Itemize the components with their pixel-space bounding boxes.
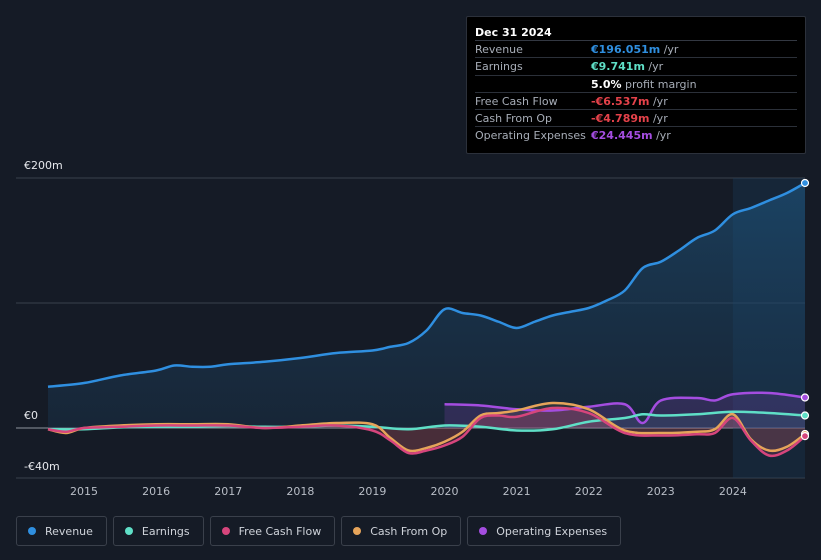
x-tick-label: 2017	[214, 485, 242, 498]
series-lines	[47, 181, 806, 458]
free-cash-flow-line[interactable]	[47, 406, 806, 458]
legend-dot-icon	[124, 527, 133, 535]
legend: Revenue Earnings Free Cash Flow Cash Fro…	[16, 516, 622, 546]
x-tick-label: 2023	[647, 485, 675, 498]
y-axis-labels: €200m €0 -€40m	[24, 159, 63, 473]
legend-item-operating-expenses[interactable]: Operating Expenses	[467, 516, 622, 546]
x-tick-label: 2016	[142, 485, 170, 498]
tooltip-label: Cash From Op	[475, 112, 553, 126]
tooltip-date: Dec 31 2024	[475, 24, 797, 41]
y-tick-label: -€40m	[24, 460, 60, 473]
x-axis-labels: 2015 2016 2017 2018 2019 2020 2021 2022 2023 2024	[70, 485, 747, 498]
free-cash-flow-end-point	[800, 432, 810, 441]
legend-item-revenue[interactable]: Revenue	[16, 516, 107, 546]
operating-expenses-end-point	[800, 393, 810, 402]
x-tick-label: 2022	[575, 485, 603, 498]
y-tick-label: €0	[24, 409, 38, 422]
legend-item-cash-from-op[interactable]: Cash From Op	[341, 516, 462, 546]
legend-item-earnings[interactable]: Earnings	[112, 516, 204, 546]
tooltip-row-operating-expenses: Operating Expenses €24.445m /yr	[475, 127, 797, 144]
tooltip-row-cash-from-op: Cash From Op -€4.789m /yr	[475, 110, 797, 128]
revenue-area	[48, 183, 805, 428]
tooltip-label: Revenue	[475, 43, 523, 56]
legend-dot-icon	[479, 527, 488, 535]
tooltip-row-revenue: Revenue €196.051m /yr	[475, 41, 797, 59]
revenue-end-point	[800, 178, 810, 188]
free-cash-flow-area	[48, 407, 805, 456]
y-tick-label: €200m	[24, 159, 63, 172]
tooltip-value: €24.445m /yr	[591, 129, 671, 143]
x-tick-label: 2015	[70, 485, 98, 498]
tooltip-label: Earnings	[475, 60, 523, 74]
x-tick-label: 2019	[358, 485, 386, 498]
tooltip-label: Free Cash Flow	[475, 94, 558, 108]
revenue-line[interactable]	[47, 181, 806, 388]
legend-item-free-cash-flow[interactable]: Free Cash Flow	[209, 516, 336, 546]
tooltip-value: 5.0% profit margin	[591, 77, 697, 91]
tooltip-row-earnings: Earnings €9.741m /yr	[475, 58, 797, 76]
cash-from-op-line[interactable]	[47, 401, 806, 453]
x-tick-label: 2018	[286, 485, 314, 498]
end-markers	[800, 178, 810, 441]
tooltip-value: -€6.537m /yr	[591, 94, 668, 108]
x-tick-label: 2020	[431, 485, 459, 498]
earnings-line[interactable]	[47, 410, 806, 432]
tooltip-value: €196.051m /yr	[591, 43, 679, 56]
legend-dot-icon	[28, 527, 36, 535]
legend-dot-icon	[221, 527, 230, 535]
tooltip-value: -€4.789m /yr	[591, 112, 668, 126]
tooltip-row-profit-margin: 5.0% profit margin	[475, 76, 797, 93]
x-tick-label: 2021	[503, 485, 531, 498]
earnings-end-point	[800, 411, 810, 420]
tooltip-row-free-cash-flow: Free Cash Flow -€6.537m /yr	[475, 93, 797, 111]
tooltip-value: €9.741m /yr	[591, 60, 664, 74]
tooltip-label: Operating Expenses	[475, 129, 586, 143]
financials-chart[interactable]: €200m €0 -€40m 2015 2016 2017 2018 2019 2020 202…	[0, 0, 821, 510]
tooltip-panel: Dec 31 2024 Revenue €196.051m /yr Earnin…	[466, 16, 806, 154]
legend-dot-icon	[353, 527, 362, 535]
x-tick-label: 2024	[719, 485, 747, 498]
